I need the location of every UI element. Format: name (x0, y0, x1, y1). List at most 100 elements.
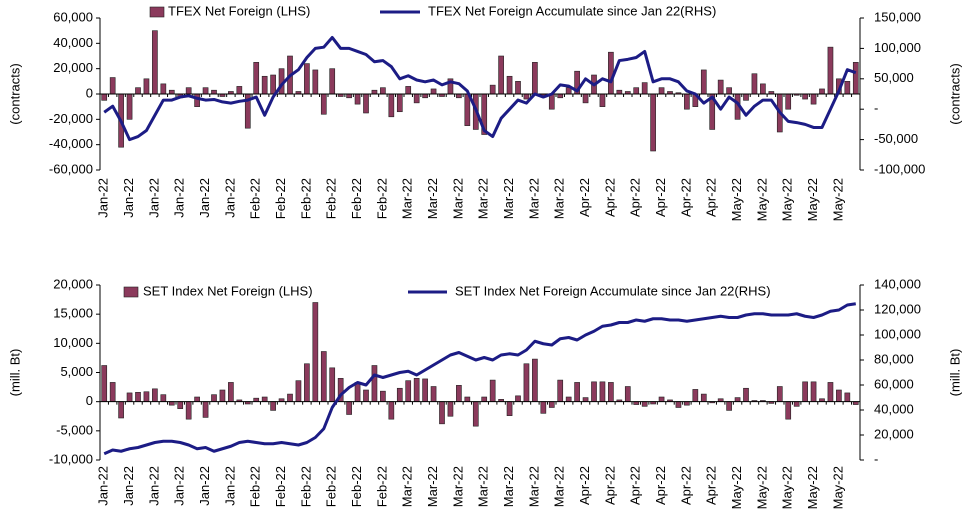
bar (253, 62, 260, 95)
bar (785, 401, 792, 420)
bar (447, 401, 454, 417)
bar (608, 382, 614, 402)
y2-axis-title: (contracts) (947, 63, 962, 124)
bar (650, 93, 656, 152)
bar (734, 397, 741, 402)
bar (641, 401, 648, 407)
bar (312, 69, 319, 95)
bar (177, 401, 184, 409)
bar (143, 391, 150, 402)
bar (472, 401, 479, 427)
y-axis-title: (contracts) (7, 63, 22, 124)
x-tick-label: Feb-22 (273, 466, 288, 507)
bar (658, 396, 665, 402)
legend-label: SET Index Net Foreign (LHS) (143, 283, 313, 298)
x-tick-label: Mar-22 (476, 466, 491, 507)
x-tick-label: Mar-22 (501, 466, 516, 507)
bar (168, 401, 175, 406)
legend-swatch (149, 6, 165, 18)
y-tick-label: -20,000 (49, 111, 93, 126)
bar (346, 93, 352, 99)
bar (641, 82, 648, 95)
x-tick-label: Jan-22 (222, 466, 237, 506)
x-tick-label: May-22 (754, 178, 769, 221)
x-tick-label: Feb-22 (324, 466, 339, 507)
x-tick-label: Apr-22 (628, 178, 643, 217)
bar (743, 93, 749, 101)
bar (608, 51, 614, 95)
bar (135, 87, 141, 95)
bar (253, 397, 260, 402)
x-tick-label: Apr-22 (653, 178, 668, 217)
x-tick-label: Apr-22 (577, 466, 592, 505)
x-tick-label: May-22 (805, 466, 820, 509)
bar (109, 77, 116, 95)
bar (743, 387, 749, 402)
legend-label: TFEX Net Foreign Accumulate since Jan 22… (428, 3, 716, 18)
bar (185, 87, 192, 95)
x-tick-label: Apr-22 (704, 466, 719, 505)
bar (185, 401, 192, 420)
bar (574, 382, 580, 402)
bar (413, 378, 420, 402)
x-tick-label: Feb-22 (374, 178, 389, 219)
bar (726, 401, 732, 411)
bar (126, 392, 133, 402)
bar (405, 86, 412, 95)
bar (109, 382, 116, 402)
bar (101, 93, 108, 101)
bar (827, 46, 834, 95)
bar (591, 381, 597, 402)
legend-swatch (123, 286, 139, 298)
bar (422, 93, 428, 99)
bar (776, 386, 783, 402)
y2-tick-label: 150,000 (874, 9, 921, 24)
x-tick-label: Feb-22 (248, 466, 263, 507)
bar (760, 83, 766, 95)
x-tick-label: Apr-22 (628, 466, 643, 505)
x-tick-label: Feb-22 (349, 178, 364, 219)
y-tick-label: 10,000 (53, 335, 93, 350)
bar (304, 63, 310, 95)
bar (523, 363, 530, 402)
bar (506, 401, 513, 416)
bar (422, 378, 428, 402)
bar (844, 392, 851, 402)
y-tick-label: 0 (86, 393, 93, 408)
y2-axis-title: (mill. Bt) (947, 349, 962, 397)
y-tick-label: 20,000 (53, 276, 93, 291)
x-tick-label: Apr-22 (602, 178, 617, 217)
bar (320, 93, 327, 115)
bar (548, 93, 555, 110)
bar (320, 351, 327, 402)
y2-tick-label: 140,000 (874, 276, 921, 291)
bar (481, 396, 488, 402)
bar (464, 93, 471, 126)
bar (261, 396, 268, 402)
bar (270, 74, 276, 95)
bar (456, 385, 462, 402)
bar (785, 93, 792, 110)
y-axis-title: (mill. Bt) (7, 349, 22, 397)
y2-tick-label: 50,000 (874, 70, 914, 85)
bar (380, 87, 386, 95)
bar (616, 89, 623, 95)
bar (101, 365, 108, 402)
bar (675, 401, 682, 408)
bar (523, 93, 530, 100)
bar (700, 69, 707, 95)
x-tick-label: May-22 (729, 178, 744, 221)
bar (430, 386, 437, 402)
bar (202, 401, 209, 418)
x-tick-label: Mar-22 (400, 178, 415, 219)
x-tick-label: May-22 (754, 466, 769, 509)
x-tick-label: Jan-22 (96, 178, 111, 218)
x-tick-label: Jan-22 (96, 466, 111, 506)
bar (354, 93, 361, 105)
bar (532, 62, 538, 95)
bar (726, 87, 732, 95)
bar (287, 393, 293, 402)
bar (599, 93, 606, 107)
y2-tick-label: 120,000 (874, 301, 921, 316)
bar (624, 386, 631, 402)
